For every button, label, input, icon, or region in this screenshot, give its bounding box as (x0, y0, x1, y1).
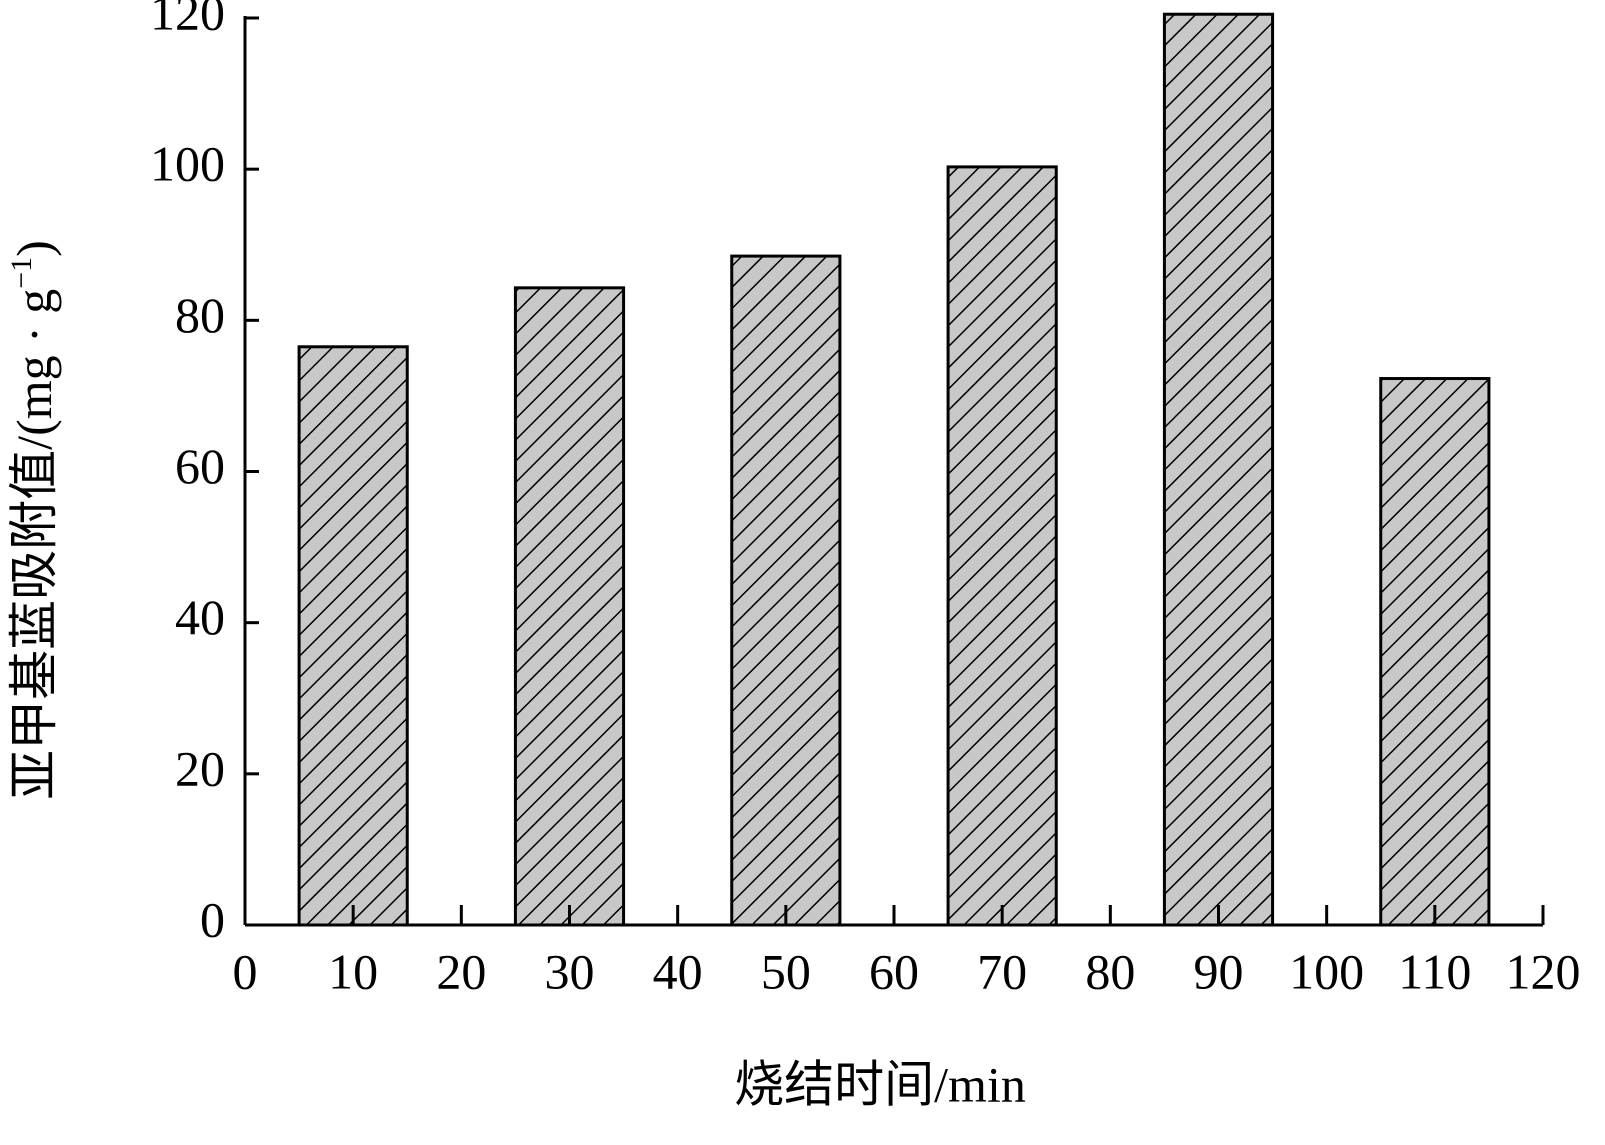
y-tick-label: 120 (150, 0, 225, 40)
y-axis-label: 亚甲基蓝吸附值/(mg · g−1) (5, 240, 63, 800)
y-tick-label: 40 (175, 589, 225, 645)
x-tick-label: 10 (328, 943, 378, 999)
x-tick-label: 0 (233, 943, 258, 999)
x-tick-label: 40 (653, 943, 703, 999)
y-tick-label: 0 (200, 891, 225, 947)
x-tick-label: 50 (761, 943, 811, 999)
y-tick-label: 100 (150, 136, 225, 192)
x-tick-label: 100 (1289, 943, 1364, 999)
x-tick-label: 70 (977, 943, 1027, 999)
y-axis-label-main: 亚甲基蓝吸附值/(mg · g (6, 289, 62, 800)
y-axis-label-end: ) (6, 240, 62, 257)
x-tick-label: 120 (1506, 943, 1581, 999)
bar (946, 165, 1058, 927)
x-tick-label: 110 (1398, 943, 1471, 999)
bar (513, 286, 626, 927)
y-tick-label: 80 (175, 287, 225, 343)
bar (1379, 377, 1491, 927)
x-tick-label: 30 (545, 943, 595, 999)
x-tick-label: 20 (436, 943, 486, 999)
x-tick-label: 80 (1085, 943, 1135, 999)
x-tick-label: 90 (1194, 943, 1244, 999)
x-axis-label: 烧结时间/min (734, 1056, 1026, 1112)
bar (297, 345, 409, 927)
bar (1162, 12, 1275, 927)
y-tick-label: 20 (175, 740, 225, 796)
y-tick-label: 60 (175, 438, 225, 494)
bar (730, 254, 842, 927)
x-tick-label: 60 (869, 943, 919, 999)
y-axis-label-sup: −1 (5, 257, 38, 289)
